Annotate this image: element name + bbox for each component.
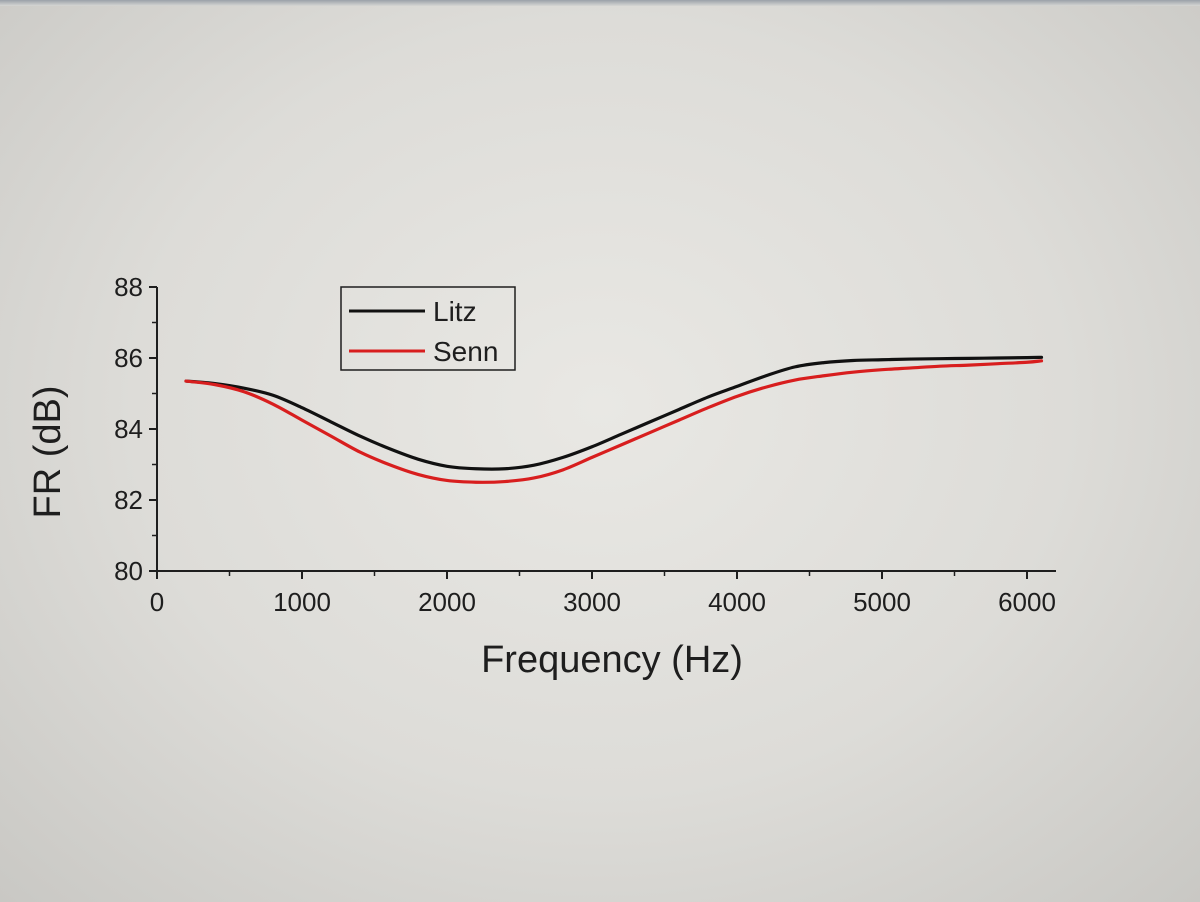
- x-tick-label: 3000: [563, 587, 621, 617]
- x-tick-label: 4000: [708, 587, 766, 617]
- x-tick-label: 0: [150, 587, 164, 617]
- series-line-litz: [184, 355, 1044, 471]
- x-tick-label: 5000: [853, 587, 911, 617]
- series-line-senn: [184, 359, 1044, 484]
- y-tick-label: 88: [114, 272, 143, 302]
- legend-box: [340, 286, 516, 371]
- chart-axes: [156, 287, 1056, 572]
- y-tick-label: 80: [114, 556, 143, 586]
- monitor-top-edge: [0, 0, 1200, 6]
- x-tick-label: 6000: [998, 587, 1056, 617]
- chart-legend: Litz Senn: [340, 286, 516, 371]
- legend-label-litz: Litz: [433, 296, 477, 327]
- x-axis-title: Frequency (Hz): [481, 639, 743, 681]
- x-tick-label: 1000: [273, 587, 331, 617]
- legend-label-senn: Senn: [433, 336, 498, 367]
- y-tick-label: 86: [114, 343, 143, 373]
- chart-ticks: 0 1000 2000 3000 4000 5000 6000 80 82 84 86 88: [114, 272, 1056, 617]
- y-axis-title: FR (dB): [27, 386, 69, 519]
- chart-series-lines: [184, 355, 1044, 484]
- y-tick-label: 84: [114, 414, 143, 444]
- x-tick-label: 2000: [418, 587, 476, 617]
- y-tick-label: 82: [114, 485, 143, 515]
